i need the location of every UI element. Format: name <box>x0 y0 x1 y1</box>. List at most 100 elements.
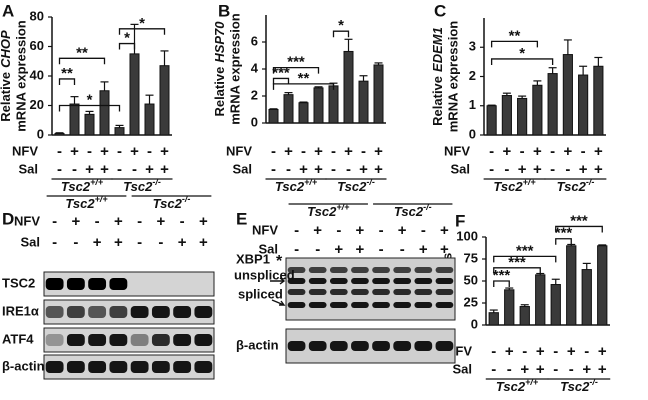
significance-bracket <box>490 40 539 48</box>
arrow <box>270 277 286 285</box>
bar <box>593 65 604 136</box>
condition-value: - <box>286 161 291 178</box>
panel-letter: C <box>434 1 446 20</box>
y-tick-label: 0 <box>251 114 258 129</box>
condition-value: - <box>132 161 137 178</box>
condition-value: + <box>160 161 169 178</box>
bar <box>547 73 558 136</box>
y-axis-label: mRNA expression <box>445 21 460 133</box>
bar <box>343 50 354 124</box>
blot-band <box>393 278 412 284</box>
significance-bracket <box>272 77 290 85</box>
significance-bracket <box>332 30 350 38</box>
condition-value: + <box>374 143 383 160</box>
y-label-part: Relative <box>212 67 227 117</box>
condition-value: + <box>533 161 542 178</box>
condition-value: + <box>314 161 323 178</box>
blot-band <box>351 341 369 351</box>
condition-value: - <box>158 234 163 251</box>
blot-band <box>66 278 85 290</box>
blot-band <box>88 306 107 318</box>
y-label-part: Relative <box>0 72 13 122</box>
condition-name: Sal <box>20 234 40 249</box>
significance-bracket <box>272 83 335 90</box>
blot-band <box>130 334 149 346</box>
condition-name: NFV <box>226 143 252 158</box>
panel-letter: E <box>236 209 247 228</box>
group-sup: -/- <box>423 202 432 212</box>
significance-label: ** <box>76 44 88 61</box>
blot-band <box>173 361 192 373</box>
y-tick-label: 2 <box>469 68 476 83</box>
blot-band <box>287 302 306 308</box>
bar <box>114 127 125 136</box>
significance-label: *** <box>508 254 526 271</box>
group-name: Tsc2 <box>307 204 337 219</box>
group-name: Tsc2 <box>61 179 91 194</box>
group-sup: +/+ <box>336 202 350 212</box>
condition-value: - <box>565 161 570 178</box>
bar <box>159 65 170 136</box>
significance-label: *** <box>570 212 588 229</box>
condition-value: + <box>160 143 169 160</box>
y-tick-label: 75 <box>464 250 478 265</box>
blot-band <box>66 306 85 318</box>
group-name: Tsc2 <box>557 179 587 194</box>
blot-band <box>372 267 390 273</box>
group-sup: +/+ <box>523 177 537 187</box>
condition-value: + <box>598 361 607 378</box>
condition-value: + <box>440 222 449 239</box>
blot-band <box>45 278 64 290</box>
condition-value: + <box>563 143 572 160</box>
group-name: Tsc2 <box>496 379 526 394</box>
group-name: Tsc2 <box>560 379 590 394</box>
blot-row-label: β-actin <box>2 358 45 373</box>
blot-band <box>308 267 327 273</box>
condition-value: - <box>95 213 100 230</box>
blot-label: β-actin <box>236 337 279 352</box>
condition-value: + <box>594 143 603 160</box>
blot-band <box>173 334 192 346</box>
significance-bracket <box>490 58 554 65</box>
significance-label: *** <box>272 64 290 81</box>
condition-value: - <box>180 213 185 230</box>
bar <box>328 85 339 124</box>
bar <box>99 90 110 136</box>
condition-name: NFV <box>12 143 38 158</box>
condition-value: + <box>505 343 514 360</box>
significance-bracket <box>118 42 136 50</box>
y-label-gene: CHOP <box>0 30 13 68</box>
condition-value: + <box>398 222 407 239</box>
y-axis-label: mRNA expression <box>227 13 242 125</box>
condition-value: - <box>294 222 299 239</box>
blot-band <box>435 302 454 308</box>
condition-value: + <box>344 143 353 160</box>
condition-value: - <box>491 343 496 360</box>
condition-value: + <box>114 213 123 230</box>
blot-label: XBP1 <box>236 251 270 266</box>
condition-value: + <box>130 143 139 160</box>
group-label: Tsc2+/+ <box>275 177 318 194</box>
y-tick-label: 3 <box>469 39 476 54</box>
group-sup: -/- <box>152 177 161 187</box>
group-sup: +/+ <box>90 177 104 187</box>
condition-value: - <box>73 234 78 251</box>
blot-band <box>194 361 213 373</box>
significance-bracket <box>555 225 603 233</box>
blot-label: * <box>276 253 283 270</box>
blot-band <box>45 306 64 318</box>
condition-value: + <box>100 143 109 160</box>
condition-value: + <box>419 241 428 258</box>
condition-value: - <box>507 361 512 378</box>
group-sup: +/+ <box>525 377 539 387</box>
y-tick-label: 50 <box>464 272 478 287</box>
group-label: Tsc2-/- <box>337 177 375 194</box>
blot-band <box>287 267 306 273</box>
condition-value: - <box>584 343 589 360</box>
condition-value: - <box>379 241 384 258</box>
blot-band <box>414 278 433 284</box>
bar <box>566 245 577 326</box>
blot-band <box>372 302 390 308</box>
panel-letter: A <box>2 1 14 20</box>
bar <box>69 103 80 136</box>
